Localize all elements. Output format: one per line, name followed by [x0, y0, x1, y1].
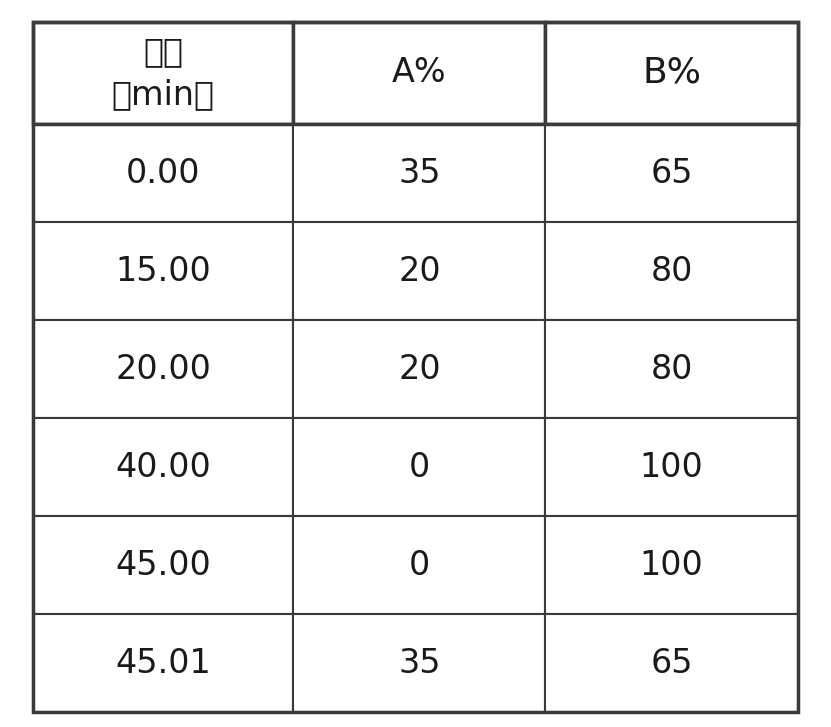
Text: B%: B%: [642, 56, 701, 90]
Bar: [33, 22, 293, 124]
Text: 15.00: 15.00: [116, 254, 211, 288]
Bar: [545, 124, 798, 222]
Text: 80: 80: [651, 353, 693, 386]
Text: 35: 35: [398, 647, 440, 680]
Text: 80: 80: [651, 254, 693, 288]
Bar: [545, 222, 798, 320]
Text: 100: 100: [640, 549, 704, 582]
Text: 20: 20: [398, 353, 440, 386]
Bar: [33, 124, 293, 222]
Bar: [293, 22, 545, 124]
Text: 45.00: 45.00: [116, 549, 211, 582]
Text: 20: 20: [398, 254, 440, 288]
Text: 65: 65: [651, 156, 693, 190]
Text: 0.00: 0.00: [126, 156, 200, 190]
Bar: [293, 516, 545, 614]
Text: 时间
（min）: 时间 （min）: [111, 35, 214, 111]
Bar: [33, 418, 293, 516]
Text: 45.01: 45.01: [116, 647, 211, 680]
Bar: [33, 516, 293, 614]
Text: 40.00: 40.00: [116, 451, 211, 483]
Text: 35: 35: [398, 156, 440, 190]
Bar: [33, 614, 293, 712]
Text: A%: A%: [392, 57, 446, 89]
Bar: [33, 222, 293, 320]
Bar: [545, 22, 798, 124]
Text: 20.00: 20.00: [116, 353, 211, 386]
Bar: [545, 614, 798, 712]
Text: 100: 100: [640, 451, 704, 483]
Text: 0: 0: [409, 451, 430, 483]
Bar: [293, 124, 545, 222]
Bar: [545, 418, 798, 516]
Bar: [293, 614, 545, 712]
Bar: [293, 320, 545, 418]
Bar: [545, 320, 798, 418]
Bar: [33, 320, 293, 418]
Bar: [293, 222, 545, 320]
Bar: [293, 418, 545, 516]
Bar: [545, 516, 798, 614]
Text: 65: 65: [651, 647, 693, 680]
Text: 0: 0: [409, 549, 430, 582]
